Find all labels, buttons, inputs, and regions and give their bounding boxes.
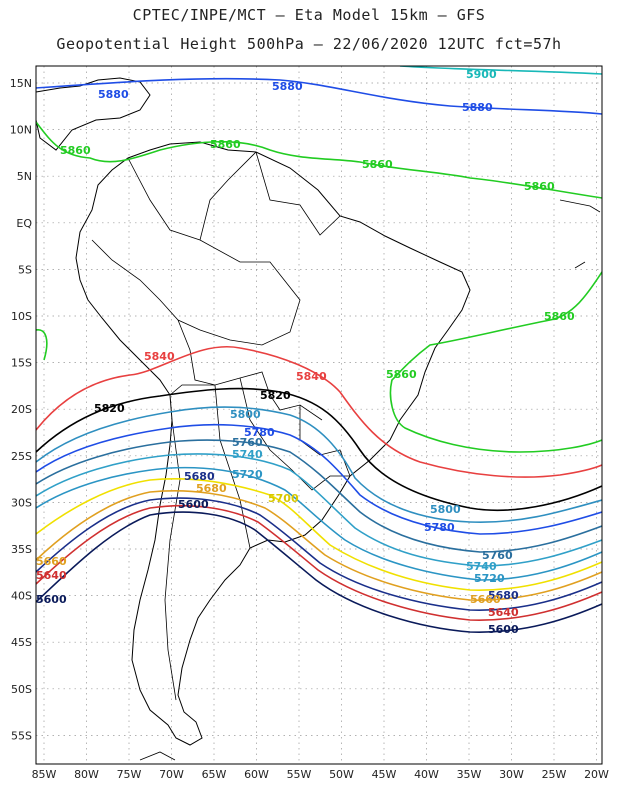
contour-label: 5720 [232, 468, 263, 481]
contour-label: 5680 [184, 470, 215, 483]
contour-label: 5720 [474, 572, 505, 585]
contour-label: 5860 [544, 310, 575, 323]
lat-tick-label: EQ [16, 217, 32, 230]
contour-label: 5640 [36, 569, 67, 582]
contour-label: 5760 [482, 549, 513, 562]
contour-5900 [399, 66, 602, 75]
contour-label: 5700 [268, 492, 299, 505]
contour-label: 5680 [196, 482, 227, 495]
contour-label: 5800 [430, 503, 461, 516]
contour-5800 [36, 406, 602, 524]
lat-tick-label: 10S [11, 310, 32, 323]
contour-label: 5780 [424, 521, 455, 534]
contour-label: 5760 [232, 436, 263, 449]
lon-tick-label: 30W [499, 768, 524, 781]
contour-5860-north [36, 121, 602, 199]
latitude-labels: 15N 10N 5N EQ 5S 10S 15S 20S 25S 30S 35S 40S 45S 50S 5… [10, 77, 33, 742]
contour-label: 5860 [210, 138, 241, 151]
contour-label: 5860 [362, 158, 393, 171]
lon-tick-label: 20W [584, 768, 609, 781]
contour-label: 5860 [60, 144, 91, 157]
lon-tick-label: 25W [542, 768, 567, 781]
contour-labels: 5900 5880 5880 5880 5860 5860 5860 5860 … [36, 68, 575, 636]
country-borders [91, 151, 351, 701]
lon-tick-label: 70W [159, 768, 184, 781]
contour-label: 5820 [260, 389, 291, 402]
contour-label: 5900 [466, 68, 497, 81]
map-subtitle: Geopotential Height 500hPa – 22/06/2020 … [56, 35, 562, 53]
lon-tick-label: 50W [329, 768, 354, 781]
lat-tick-label: 30S [11, 496, 32, 509]
contour-5680 [36, 489, 602, 601]
contour-label: 5740 [466, 560, 497, 573]
contour-5840 [36, 345, 602, 478]
contour-label: 5740 [232, 448, 263, 461]
height-contours [36, 66, 602, 633]
contour-label: 5860 [386, 368, 417, 381]
contour-label: 5840 [296, 370, 327, 383]
contour-5860-ridge [36, 271, 602, 453]
lat-tick-label: 25S [11, 450, 32, 463]
contour-label: 5600 [178, 498, 209, 511]
contour-label: 5880 [272, 80, 303, 93]
longitude-labels: 85W 80W 75W 70W 65W 60W 55W 50W 45W 40W 35W 30W 25W 2… [32, 768, 609, 781]
map-frame [35, 65, 603, 765]
contour-label: 5600 [36, 593, 67, 606]
lon-tick-label: 85W [32, 768, 57, 781]
islands [139, 199, 601, 761]
map-title: CPTEC/INPE/MCT – Eta Model 15km – GFS [132, 6, 486, 24]
contour-5760 [36, 439, 602, 553]
contour-label: 5660 [470, 593, 501, 606]
lat-tick-label: 55S [11, 729, 32, 742]
contour-label: 5880 [98, 88, 129, 101]
contour-label: 5880 [462, 101, 493, 114]
contour-label: 5840 [144, 350, 175, 363]
lon-tick-label: 75W [117, 768, 142, 781]
contour-5700 [36, 478, 602, 591]
lat-tick-label: 5S [18, 263, 32, 276]
lat-tick-label: 45S [11, 636, 32, 649]
lon-tick-label: 55W [287, 768, 312, 781]
contour-5820 [36, 387, 602, 511]
contour-5600 [36, 511, 602, 633]
lat-tick-label: 15S [11, 357, 32, 370]
lat-tick-label: 5N [17, 170, 32, 183]
lon-tick-label: 35W [457, 768, 482, 781]
lon-tick-label: 45W [372, 768, 397, 781]
contour-label: 5780 [244, 426, 275, 439]
graticule [36, 66, 602, 764]
contour-label: 5680 [488, 589, 519, 602]
contour-label: 5640 [488, 606, 519, 619]
lat-tick-label: 40S [11, 590, 32, 603]
contour-label: 5660 [36, 555, 67, 568]
lat-tick-label: 10N [10, 124, 32, 137]
contour-label: 5600 [488, 623, 519, 636]
contour-5660 [36, 497, 602, 611]
coastline-and-borders [36, 77, 601, 761]
contour-5780 [36, 423, 602, 535]
contour-5880 [36, 77, 602, 115]
lat-tick-label: 50S [11, 683, 32, 696]
contour-5720 [36, 466, 602, 581]
contour-label: 5820 [94, 402, 125, 415]
lon-tick-label: 40W [414, 768, 439, 781]
lon-tick-label: 80W [74, 768, 99, 781]
lon-tick-label: 65W [202, 768, 227, 781]
central-america-coastline [36, 77, 151, 151]
contour-5740 [36, 453, 602, 567]
contour-label: 5800 [230, 408, 261, 421]
lat-tick-label: 15N [10, 77, 32, 90]
lon-tick-label: 60W [244, 768, 269, 781]
contour-5640 [36, 504, 602, 621]
contour-label: 5860 [524, 180, 555, 193]
lat-tick-label: 20S [11, 403, 32, 416]
lat-tick-label: 35S [11, 543, 32, 556]
south-america-coastline [75, 141, 471, 746]
